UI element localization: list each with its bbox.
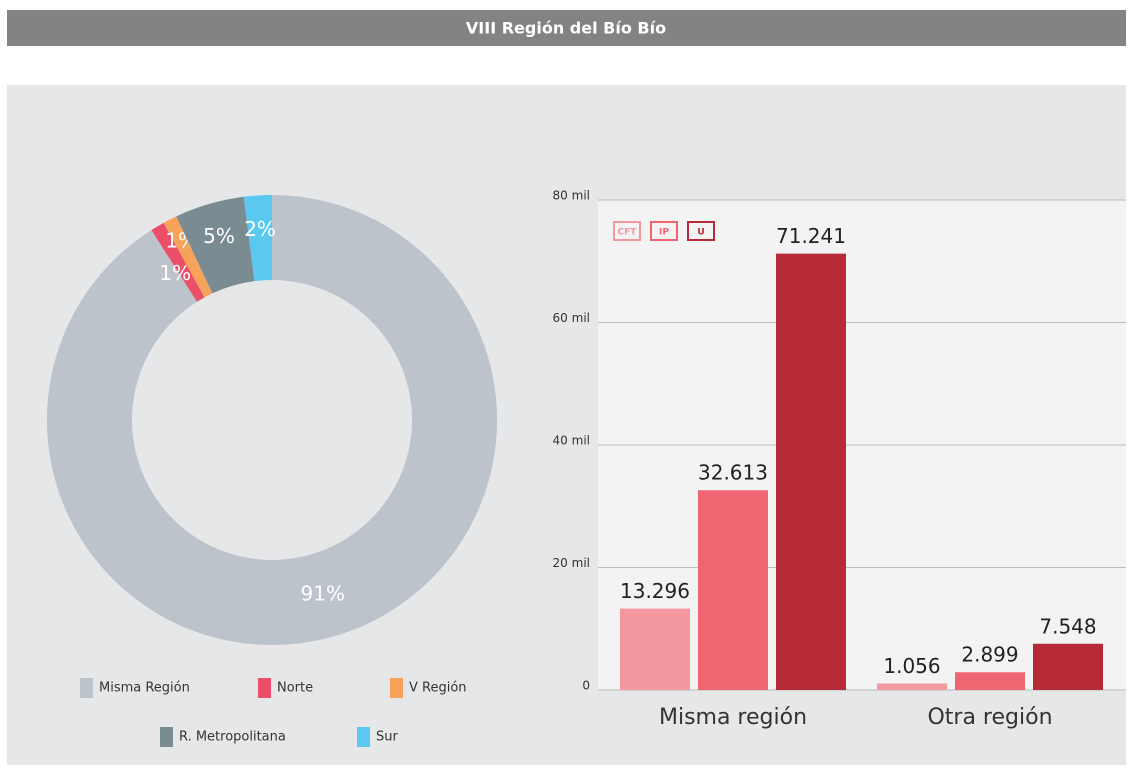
legend-label: Misma Región — [99, 681, 190, 696]
header-bar — [7, 10, 1126, 46]
bar-value-label: 13.296 — [620, 579, 690, 603]
legend-label: IP — [659, 228, 669, 238]
legend-label: Norte — [277, 681, 313, 696]
donut-slice — [151, 222, 205, 302]
legend-label: R. Metropolitana — [179, 730, 286, 745]
bar — [776, 253, 846, 691]
y-tick-label: 0 — [582, 679, 590, 693]
donut-slice — [46, 195, 498, 645]
legend-label: U — [697, 228, 704, 238]
bar — [955, 672, 1025, 690]
legend-swatch — [160, 727, 173, 747]
bar — [620, 608, 690, 690]
slice-label: 2% — [244, 217, 276, 241]
y-tick-label: 80 mil — [553, 189, 590, 203]
bar — [877, 683, 947, 690]
legend-icon — [687, 221, 715, 241]
legend-icon — [613, 221, 641, 241]
legend-swatch — [390, 678, 403, 698]
x-tick-label: Misma región — [659, 705, 807, 730]
bar-value-label: 7.548 — [1039, 614, 1096, 638]
slice-label: 1% — [159, 261, 191, 285]
legend-label: CFT — [618, 228, 638, 238]
legend-label: Sur — [376, 730, 398, 745]
bar-value-label: 2.899 — [961, 643, 1018, 667]
bar — [698, 490, 768, 690]
legend-swatch — [258, 678, 271, 698]
slice-label: 5% — [203, 224, 235, 248]
y-tick-label: 60 mil — [553, 311, 590, 325]
legend-icon — [650, 221, 678, 241]
y-tick-label: 20 mil — [553, 556, 590, 570]
slice-label: 91% — [301, 581, 345, 605]
bar-value-label: 1.056 — [883, 654, 940, 678]
donut-slice — [176, 196, 255, 294]
bar-value-label: 32.613 — [698, 461, 768, 485]
header-title: VIII Región del Bío Bío — [466, 19, 666, 38]
y-tick-label: 40 mil — [553, 434, 590, 448]
x-tick-label: Otra región — [927, 705, 1052, 730]
legend-swatch — [80, 678, 93, 698]
bar-value-label: 71.241 — [776, 224, 846, 248]
legend-label: V Región — [409, 681, 467, 696]
legend-swatch — [357, 727, 370, 747]
donut-slice — [163, 216, 213, 298]
donut-slice — [243, 195, 272, 282]
bar — [1033, 643, 1103, 690]
